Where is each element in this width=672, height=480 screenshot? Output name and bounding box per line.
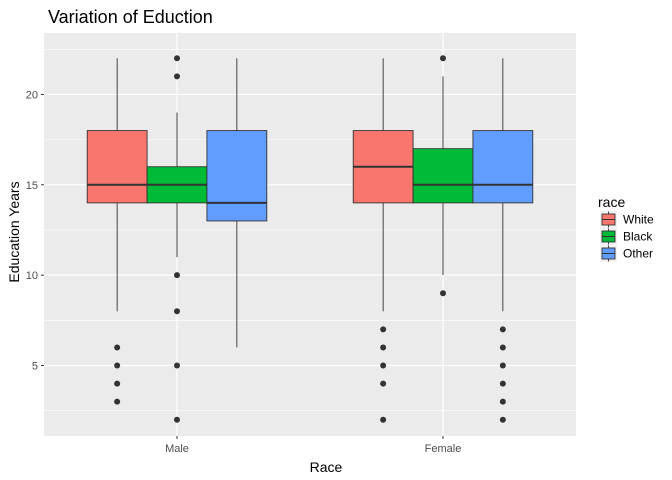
outlier-point — [114, 362, 121, 369]
legend-item-black: Black — [600, 228, 653, 245]
box-iqr — [472, 130, 534, 204]
outlier-point — [114, 398, 121, 405]
box-black-male — [146, 55, 208, 423]
plot-panel — [44, 33, 576, 436]
y-tick-label: 15 — [26, 180, 38, 192]
box-other-male — [206, 58, 268, 348]
outlier-point — [174, 272, 180, 279]
outlier-point — [499, 416, 506, 423]
outlier-point — [380, 326, 387, 333]
x-tick-label: Female — [425, 443, 462, 455]
legend-label: Black — [623, 230, 653, 244]
chart-title: Variation of Eduction — [48, 7, 213, 27]
outlier-point — [380, 416, 387, 423]
box-iqr — [86, 130, 148, 204]
box-iqr — [412, 148, 474, 204]
box-other-female — [472, 58, 534, 423]
outlier-point — [174, 362, 180, 369]
box-black-female — [412, 55, 474, 297]
outlier-point — [499, 380, 506, 387]
outlier-point — [380, 380, 387, 387]
outlier-point — [114, 380, 121, 387]
legend-title: race — [598, 194, 625, 210]
legend-label: White — [623, 213, 654, 227]
box-layer — [86, 55, 534, 423]
x-axis: Male Female — [165, 436, 461, 455]
outlier-point — [380, 344, 387, 351]
y-axis: 5 10 15 20 — [26, 89, 44, 373]
outlier-point — [174, 308, 180, 315]
outlier-point — [174, 55, 180, 62]
outlier-point — [499, 326, 506, 333]
outlier-point — [499, 398, 506, 405]
y-axis-title: Education Years — [6, 181, 22, 282]
outlier-point — [499, 362, 506, 369]
outlier-point — [440, 55, 446, 62]
y-tick-label: 20 — [26, 89, 38, 101]
outlier-point — [174, 73, 180, 80]
x-axis-title: Race — [310, 459, 343, 475]
outlier-point — [440, 290, 446, 297]
outlier-point — [499, 344, 506, 351]
legend-label: Other — [623, 247, 653, 261]
legend-item-other: Other — [600, 245, 653, 262]
x-tick-label: Male — [165, 443, 189, 455]
outlier-point — [380, 362, 387, 369]
box-white-male — [86, 58, 148, 405]
legend: race White Black Other — [598, 194, 654, 262]
y-tick-label: 5 — [32, 361, 38, 373]
box-iqr — [206, 130, 268, 222]
y-tick-label: 10 — [26, 270, 38, 282]
legend-item-white: White — [600, 211, 654, 228]
outlier-point — [114, 344, 121, 351]
outlier-point — [174, 416, 180, 423]
